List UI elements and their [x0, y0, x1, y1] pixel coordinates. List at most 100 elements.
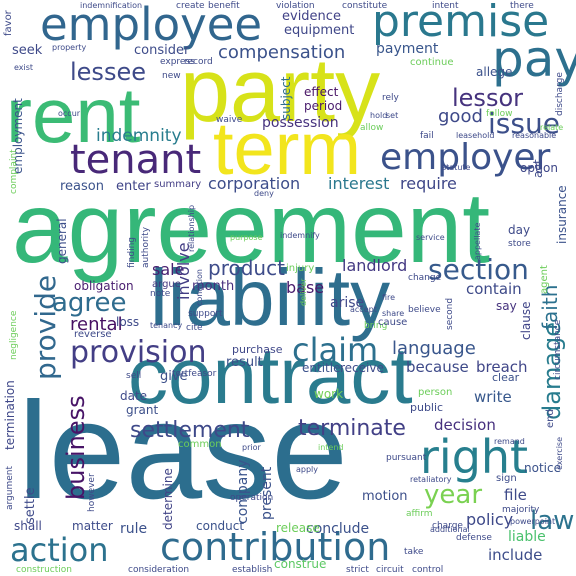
word-grant: grant [126, 403, 159, 417]
word-statute: statute [442, 163, 471, 172]
word-consider: consider [134, 43, 190, 58]
word-indemnify: indemnify [280, 231, 320, 240]
word-pay: pay [492, 30, 576, 88]
word-hold: hold [370, 111, 388, 120]
word-loss: loss [116, 315, 140, 329]
word-argument: argument [5, 465, 15, 510]
word-constitute: constitute [342, 1, 388, 11]
word-favor: favor [3, 10, 14, 36]
word-create: create [176, 1, 205, 11]
word-second: second [445, 297, 455, 330]
word-however: however [87, 473, 97, 512]
word-indemnification: indemnification [80, 1, 143, 10]
word-follow: follow [486, 109, 513, 119]
word-waive: waive [216, 115, 243, 125]
word-take: take [404, 547, 424, 557]
word-business: business [62, 395, 90, 500]
word-date: date [120, 389, 148, 403]
word-notice: notice [524, 461, 561, 475]
word-effect: effect [304, 85, 339, 99]
word-construe: construe [274, 557, 327, 571]
word-fire: fire [382, 293, 396, 302]
word-give: give [160, 369, 188, 384]
word-option: option [520, 161, 558, 175]
word-injury: injury [286, 263, 315, 274]
word-obligation: obligation [74, 279, 134, 293]
word-bring: bring [364, 321, 388, 331]
word-exercise: exercise [555, 436, 564, 470]
word-allege: allege [476, 65, 513, 79]
word-negligence: negligence [9, 310, 19, 360]
word-fail: fail [420, 131, 434, 141]
word-clear: clear [492, 371, 520, 384]
word-majority: majority [502, 505, 540, 515]
word-contain: contain [466, 280, 522, 298]
word-purpose: purpose [230, 233, 263, 242]
word-relate: relate [540, 123, 564, 132]
word-issue: issue [488, 107, 560, 140]
word-circumstance: circumstance [553, 319, 563, 380]
word-right: right [420, 430, 529, 484]
word-new: new [162, 71, 181, 81]
word-seek: seek [12, 43, 43, 58]
word-finding: finding [127, 236, 137, 268]
word-defense: defense [456, 533, 492, 543]
word-rent: rent [6, 71, 141, 159]
word-payment: payment [376, 41, 439, 57]
word-service: service [416, 233, 445, 242]
word-complaint: complaint [9, 149, 19, 194]
word-express: express [160, 57, 195, 67]
word-employee: employee [40, 0, 263, 51]
word-note: note [150, 289, 171, 299]
word-cite: cite [186, 323, 203, 333]
word-clause: clause [519, 301, 533, 340]
word-sign: sign [496, 473, 517, 484]
word-terminate: terminate [298, 416, 406, 441]
word-tenant: tenant [70, 137, 202, 183]
word-company: company [235, 459, 251, 524]
word-party: party [180, 41, 381, 141]
word-tortfeasor: tortfeasor [172, 369, 217, 379]
word-leasehold: leasehold [456, 131, 495, 140]
word-year: year [424, 480, 483, 510]
word-termination: termination [3, 380, 17, 450]
word-charge: charge [432, 521, 463, 531]
word-violation: violation [276, 1, 315, 11]
word-consideration: consideration [128, 565, 190, 575]
word-deny: deny [254, 189, 274, 198]
word-person: person [418, 387, 453, 398]
word-tenancy: tenancy [150, 321, 183, 330]
word-agreement: agreement [12, 172, 491, 284]
word-compensation: compensation [218, 42, 346, 63]
word-contribution: contribution [160, 525, 391, 569]
word-month: month [192, 279, 235, 294]
word-retaliatory: retaliatory [410, 475, 452, 484]
word-sale: sale [152, 260, 185, 279]
word-base: base [286, 278, 325, 297]
word-store: store [508, 239, 531, 249]
word-argue: argue [152, 279, 181, 290]
word-accept: accept [350, 305, 377, 314]
word-powerpoint: powerpoint [510, 517, 556, 526]
word-breach: breach [476, 358, 528, 376]
word-conduct: conduct [196, 519, 245, 533]
word-liability: liability [150, 253, 391, 342]
word-establish: establish [232, 565, 273, 575]
word-set: set [386, 111, 399, 120]
word-because: because [406, 358, 469, 376]
word-language: language [392, 338, 476, 359]
word-rely: rely [382, 93, 399, 103]
word-additional: additional [430, 525, 470, 534]
word-operation: operation [230, 493, 274, 503]
word-discharge: discharge [555, 72, 565, 116]
word-write: write [474, 388, 512, 406]
word-cause: cause [378, 317, 408, 328]
word-public: public [410, 401, 444, 414]
word-insurance: insurance [555, 185, 569, 244]
word-entitle: entitle [302, 361, 341, 375]
word-remand: remand [494, 437, 525, 446]
word-purchase: purchase [232, 343, 283, 356]
word-receive: receive [340, 361, 384, 375]
word-arise: arise [330, 295, 365, 311]
word-determine: determine [161, 468, 175, 530]
